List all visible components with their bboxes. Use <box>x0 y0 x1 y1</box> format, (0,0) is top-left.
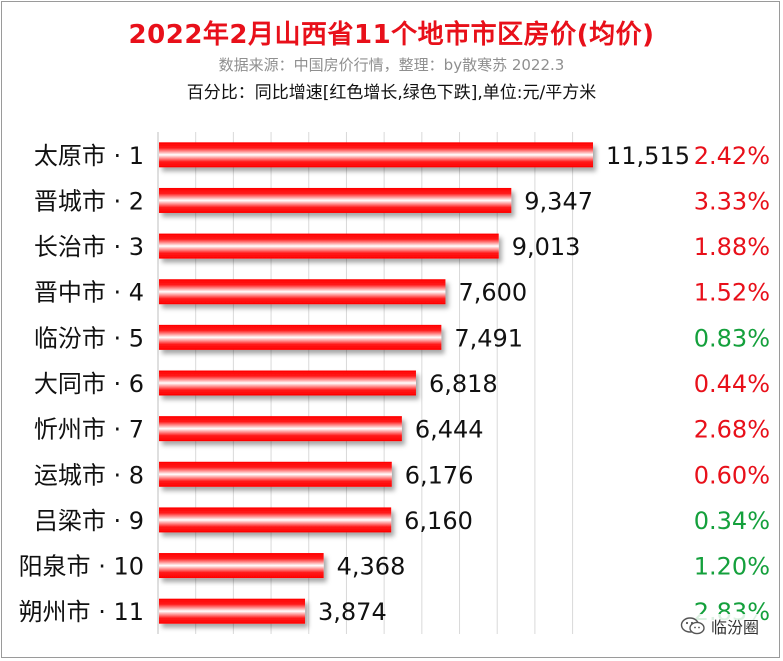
wechat-icon <box>680 617 705 635</box>
category-label: 太原市 · 1 <box>34 142 144 170</box>
growth-label: 2.68% <box>694 416 770 444</box>
chart-subtitle: 数据来源：中国房价行情，整理：by散寒苏 2022.3 <box>218 56 565 74</box>
growth-label: 0.44% <box>694 370 770 398</box>
value-label: 11,515 <box>606 142 690 170</box>
value-label: 9,013 <box>512 233 581 261</box>
bar <box>159 187 512 213</box>
category-label: 吕梁市 · 9 <box>34 507 144 535</box>
bar <box>159 416 402 442</box>
category-label: 朔州市 · 11 <box>19 598 144 626</box>
category-label: 长治市 · 3 <box>34 233 144 261</box>
category-label: 晋中市 · 4 <box>34 279 144 307</box>
bar <box>159 461 392 487</box>
bar <box>159 142 593 168</box>
bars <box>159 142 593 624</box>
value-label: 6,176 <box>405 461 474 489</box>
value-label: 6,444 <box>415 416 484 444</box>
growth-label: 3.33% <box>694 187 770 215</box>
bar <box>159 370 416 396</box>
value-label: 4,368 <box>337 553 406 581</box>
growth-label: 1.20% <box>694 553 770 581</box>
category-label: 大同市 · 6 <box>34 370 144 398</box>
bar <box>159 553 324 579</box>
value-label: 6,160 <box>404 507 473 535</box>
bar <box>159 279 446 305</box>
growth-label: 0.83% <box>694 324 770 352</box>
growth-label: 0.34% <box>694 507 770 535</box>
bar <box>159 598 306 624</box>
category-label: 晋城市 · 2 <box>34 187 144 215</box>
watermark: 临汾圈 <box>679 614 759 638</box>
value-label: 7,491 <box>454 324 523 352</box>
growth-label: 1.88% <box>694 233 770 261</box>
category-label: 临汾市 · 5 <box>34 324 144 352</box>
growth-label: 2.42% <box>694 142 770 170</box>
chart-note: 百分比：同比增速[红色增长,绿色下跌],单位:元/平方米 <box>186 83 597 103</box>
value-label: 9,347 <box>524 187 593 215</box>
value-label: 6,818 <box>429 370 498 398</box>
bar <box>159 324 442 350</box>
growth-label: 1.52% <box>694 279 770 307</box>
value-label: 7,600 <box>458 279 527 307</box>
category-label: 忻州市 · 7 <box>34 416 144 444</box>
value-label: 3,874 <box>318 598 387 626</box>
bar <box>159 233 499 259</box>
category-label: 运城市 · 8 <box>34 461 144 489</box>
bar <box>159 507 392 533</box>
watermark-text: 临汾圈 <box>710 618 759 637</box>
labels: 太原市 · 1 11,515 2.42% 晋城市 · 2 9,347 3.33% 长治市 ·… <box>19 142 770 626</box>
growth-label: 0.60% <box>694 461 770 489</box>
category-label: 阳泉市 · 10 <box>19 553 144 581</box>
chart-title: 2022年2月山西省11个地市市区房价(均价) <box>128 20 655 50</box>
